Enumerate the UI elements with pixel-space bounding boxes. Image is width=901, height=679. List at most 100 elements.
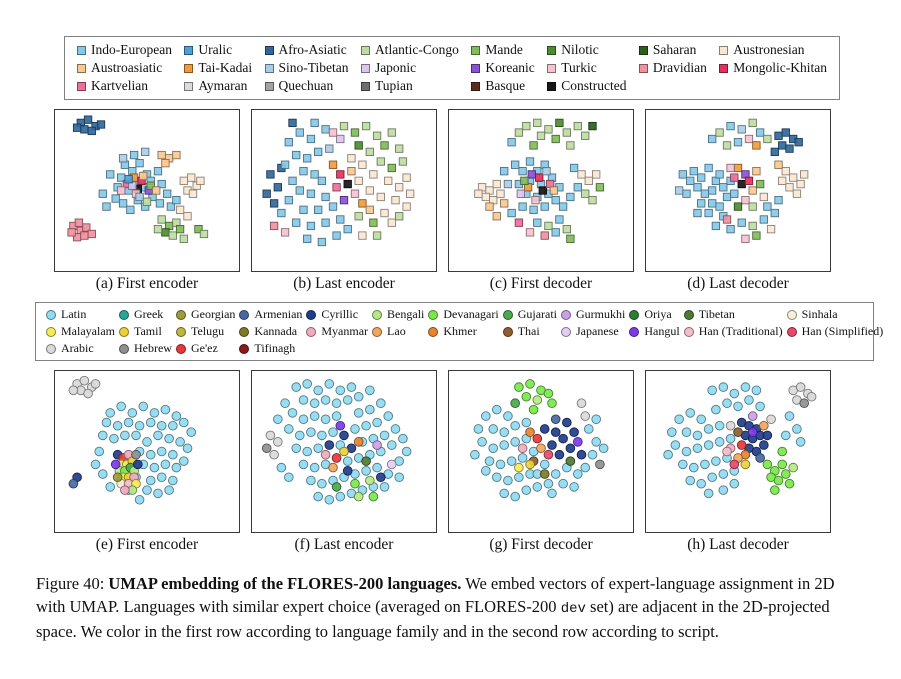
legend-item-turkic: Turkic	[547, 60, 626, 76]
data-point	[328, 427, 338, 437]
data-point	[510, 437, 520, 447]
data-point	[759, 440, 769, 450]
family-swatch-mongolic-khitan	[719, 63, 729, 73]
data-point	[313, 385, 323, 396]
data-point	[361, 456, 371, 466]
data-point	[707, 385, 717, 396]
legend-label: Kannada	[254, 324, 298, 338]
data-point	[670, 440, 681, 450]
data-point	[752, 167, 761, 176]
data-point	[361, 420, 371, 431]
data-point	[514, 472, 524, 483]
data-point	[321, 192, 330, 202]
data-point	[722, 141, 732, 150]
data-point	[269, 221, 279, 231]
data-point	[146, 181, 155, 190]
family-swatch-constructed	[547, 81, 557, 91]
data-point	[376, 192, 385, 202]
data-point	[543, 478, 554, 489]
legend-item-aymaran: Aymaran	[184, 78, 252, 94]
data-point	[317, 430, 327, 441]
data-point	[295, 128, 304, 137]
data-point	[778, 141, 787, 150]
data-point	[573, 121, 582, 131]
legend-label: Afro-Asiatic	[278, 42, 347, 57]
data-point	[175, 224, 185, 234]
data-point	[168, 475, 178, 486]
figure-caption-label: Figure 40:	[36, 574, 105, 593]
data-point	[718, 485, 729, 495]
data-point	[572, 437, 583, 447]
data-point	[544, 125, 553, 134]
legend-label: Japonic	[374, 60, 417, 75]
panel-c-plot	[448, 109, 634, 272]
data-point	[759, 192, 768, 202]
data-point	[692, 430, 703, 441]
data-point	[562, 128, 571, 137]
script-swatch-thai	[502, 326, 513, 337]
data-point	[730, 173, 739, 182]
data-point	[134, 420, 145, 431]
data-point	[386, 459, 397, 470]
data-point	[306, 134, 316, 144]
data-point	[178, 456, 189, 466]
data-point	[752, 141, 761, 150]
data-point	[503, 475, 513, 486]
data-point	[588, 121, 597, 131]
data-point	[132, 459, 143, 470]
data-point	[700, 459, 710, 470]
data-point	[495, 459, 506, 470]
data-point	[160, 459, 171, 470]
data-point	[369, 170, 378, 179]
family-panels-row: (a) First encoder (b) Last encoder (c) F…	[54, 109, 901, 293]
data-point	[331, 398, 342, 408]
scatter-plot-first-encoder-family	[67, 115, 209, 243]
legend-label: Austroasiatic	[91, 60, 163, 75]
data-point	[507, 138, 516, 147]
data-point	[714, 437, 725, 447]
data-point	[306, 221, 316, 231]
data-point	[87, 126, 96, 136]
legend-label: Han (Traditional)	[698, 324, 783, 338]
data-point	[708, 199, 717, 208]
data-point	[722, 398, 732, 408]
script-swatch-bengali	[372, 309, 383, 320]
data-point	[729, 388, 740, 399]
data-point	[503, 179, 513, 189]
data-point	[299, 205, 308, 214]
legend-label: Gurmukhi	[576, 307, 626, 321]
data-point	[525, 379, 535, 389]
data-point	[314, 205, 323, 214]
data-point	[755, 179, 765, 189]
data-point	[580, 411, 591, 421]
legend-item-latin: Latin	[46, 307, 115, 322]
data-point	[347, 167, 356, 176]
data-point	[380, 208, 389, 218]
data-point	[199, 229, 209, 239]
data-point	[595, 183, 605, 192]
data-point	[693, 183, 702, 192]
data-point	[539, 469, 550, 479]
panel-f-plot	[251, 370, 437, 533]
legend-item-devanagari: Devanagari	[428, 307, 499, 322]
script-swatch-armenian	[239, 309, 250, 320]
data-point	[331, 411, 342, 421]
data-point	[692, 443, 703, 454]
data-point	[536, 443, 546, 454]
data-point	[156, 420, 167, 431]
data-point	[320, 395, 331, 405]
data-point	[569, 163, 579, 173]
data-point	[510, 398, 520, 408]
legend-label: Lao	[387, 324, 406, 338]
data-point	[353, 408, 364, 418]
data-point	[153, 224, 163, 234]
data-point	[120, 430, 130, 441]
data-point	[284, 196, 293, 205]
data-point	[386, 440, 397, 450]
legend-item-japonic: Japonic	[360, 60, 459, 76]
data-point	[391, 196, 400, 205]
data-point	[276, 462, 287, 473]
script-panels-row: (e) First encoder (f) Last encoder (g) F…	[54, 370, 901, 554]
data-point	[80, 125, 89, 134]
data-point	[576, 398, 587, 408]
